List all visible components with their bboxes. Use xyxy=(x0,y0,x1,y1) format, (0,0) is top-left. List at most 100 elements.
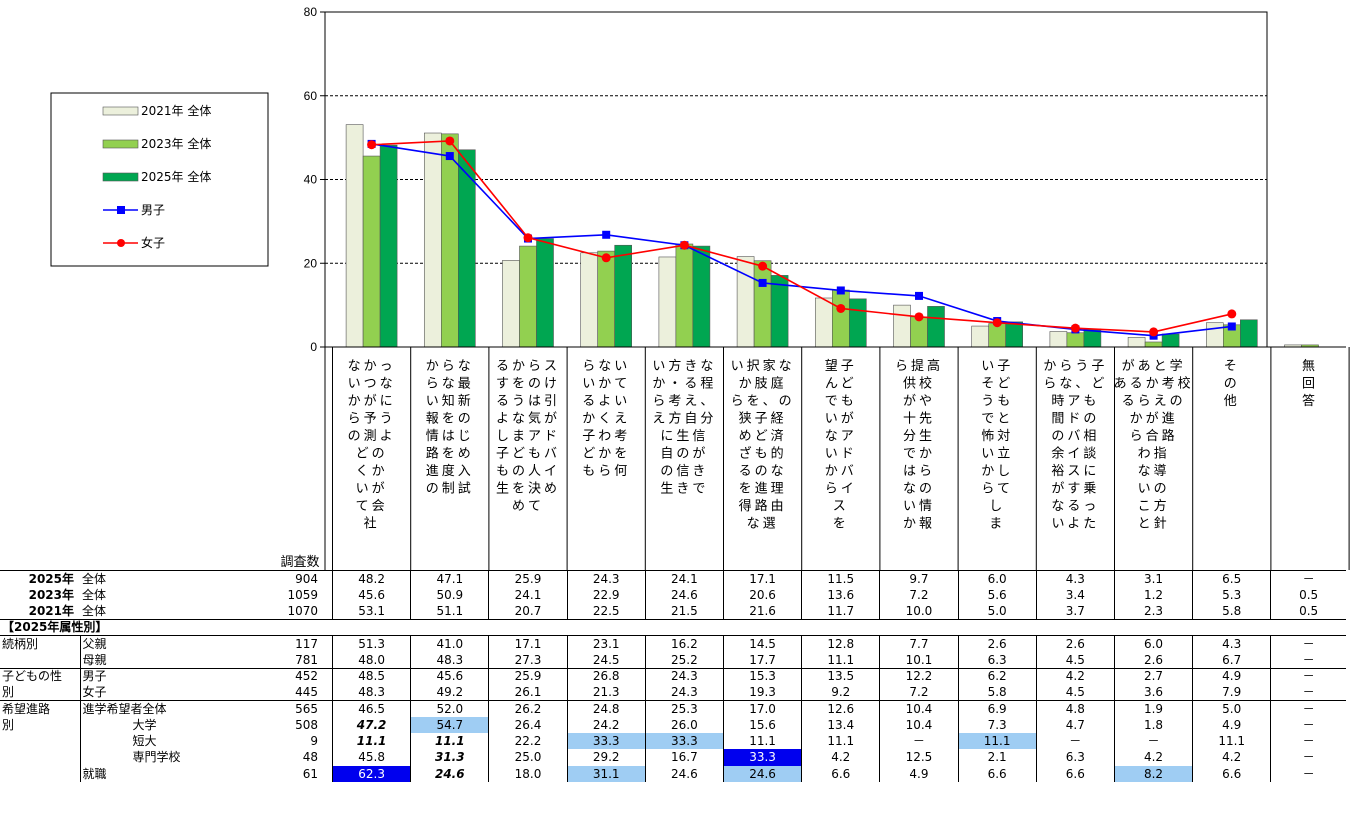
data-table: 2025年 全体 904 48.2 47.1 25.9 24.3 24.1 17.1 11.5 9.… xyxy=(0,569,1346,782)
bar xyxy=(770,275,789,348)
row-group: 全体 xyxy=(82,587,107,602)
row-count: 1059 xyxy=(287,587,319,602)
point-marker xyxy=(445,152,454,161)
row-subgroup: 女子 xyxy=(79,684,276,701)
category-label-line: の制試 xyxy=(426,481,474,497)
table-cell: 11.1 xyxy=(332,733,411,750)
table-cell: 3.7 xyxy=(1035,603,1115,620)
bar xyxy=(848,298,867,348)
series-line xyxy=(371,140,1232,333)
point-marker xyxy=(602,230,611,239)
table-cell: 3.4 xyxy=(1035,586,1115,603)
table-row: 続柄別 父親 117 51.3 41.0 17.1 23.1 16.2 14.5 12.8 7.7 2… xyxy=(0,634,1346,652)
legend-swatch xyxy=(102,172,139,182)
category-label-line: るからス xyxy=(496,359,560,374)
row-group-label: 別 xyxy=(2,717,15,732)
table-cell: 11.1 xyxy=(801,651,880,668)
table-row: 短大 9 11.1 11.1 22.2 33.3 33.3 11.1 11.1 － 11.1 －－ 11… xyxy=(0,733,1346,750)
category-label-line: い情 xyxy=(903,499,935,514)
category-label-line: 回 xyxy=(1302,377,1318,392)
category-label-line: がや xyxy=(903,394,935,409)
table-cell: 4.3 xyxy=(1192,634,1271,652)
table-cell: 24.6 xyxy=(644,765,724,782)
category-label-line: どの xyxy=(356,447,388,462)
table-cell: 31.3 xyxy=(410,749,489,766)
table-cell: 4.5 xyxy=(1035,651,1115,668)
table-cell: 2.1 xyxy=(957,749,1037,766)
table-cell: 26.2 xyxy=(488,699,568,717)
table-cell: 20.6 xyxy=(722,586,802,603)
table-cell: 4.9 xyxy=(879,765,959,782)
category-label-line: い立 xyxy=(981,447,1013,462)
category-label-line: かくえ xyxy=(582,412,630,427)
table-cell: 45.6 xyxy=(332,586,411,603)
category-label-line: るらえの xyxy=(1122,394,1186,409)
category-label-line: 十先 xyxy=(903,412,935,427)
legend-swatch xyxy=(102,139,139,149)
table-cell: 21.6 xyxy=(722,603,802,620)
table-cell: 6.6 xyxy=(801,765,880,782)
table-cell: 48.5 xyxy=(332,667,411,685)
table-row: 2023年 全体 1059 45.6 50.9 24.1 22.9 24.6 20.6 13.6 7… xyxy=(0,586,1346,603)
table-cell: 11.1 xyxy=(1192,733,1271,750)
point-marker xyxy=(914,312,924,322)
table-cell: 16.2 xyxy=(644,634,724,652)
point-marker xyxy=(915,291,923,300)
category-label-line: の信き xyxy=(660,464,708,479)
table-cell: 11.1 xyxy=(722,733,802,750)
table-cell: 51.3 xyxy=(332,634,411,652)
row-subgroup: 就職 xyxy=(79,765,276,782)
category-label-line: 報をの xyxy=(426,412,474,427)
category-label-line: 分生 xyxy=(903,429,935,444)
table-cell: － xyxy=(1270,634,1346,652)
category-label-line: 子どもバ xyxy=(496,447,560,462)
category-label-line: いド xyxy=(825,447,857,462)
category-label-line: でも xyxy=(825,394,857,409)
bar xyxy=(345,124,364,348)
legend-label: 2025年 全体 xyxy=(141,169,211,184)
table-cell: 2.6 xyxy=(1035,634,1115,652)
category-label-line: でと xyxy=(981,412,1013,427)
row-group-label xyxy=(0,733,80,749)
row-subgroup: 大学 xyxy=(79,716,276,733)
bar xyxy=(692,245,711,348)
y-tick-label: 40 xyxy=(304,173,318,187)
category-label-line: を xyxy=(833,517,849,532)
category-label-line: くか xyxy=(356,464,388,479)
category-label-line: あるか考校 xyxy=(1114,376,1194,392)
category-label-line: なるっ xyxy=(1051,499,1099,514)
category-label-line: 自のが xyxy=(660,447,708,462)
legend-marker xyxy=(117,239,125,247)
table-cell: 6.0 xyxy=(1113,634,1193,652)
category-label-line: らを、の xyxy=(731,394,795,409)
table-cell: 3.1 xyxy=(1113,569,1193,587)
category-label-line: 時アも xyxy=(1051,394,1099,409)
legend-swatch xyxy=(102,106,139,116)
category-label-line: な導 xyxy=(1138,464,1170,479)
category-label-line: かがに xyxy=(348,394,396,409)
category-label-line: かし xyxy=(981,464,1013,479)
row-count: 61 xyxy=(302,766,319,781)
bar xyxy=(597,250,616,348)
table-cell: 29.2 xyxy=(566,749,646,766)
row-group: 全体 xyxy=(82,603,107,618)
table-cell: 5.8 xyxy=(1192,603,1271,620)
table-cell: － xyxy=(879,733,959,750)
table-cell: 5.6 xyxy=(957,586,1037,603)
row-group-label: 続柄別 xyxy=(0,634,80,652)
table-cell: 7.7 xyxy=(879,634,959,652)
category-label-line: い知新 xyxy=(426,393,474,409)
category-label-line: らイ xyxy=(825,482,857,497)
bar xyxy=(927,306,945,348)
table-row: 子どもの性 男子 452 48.5 45.6 25.9 26.8 24.3 15.3 13.5 12… xyxy=(0,667,1346,685)
table-cell: 26.4 xyxy=(488,716,568,733)
table-cell: 48.3 xyxy=(410,651,489,668)
table-cell: 17.0 xyxy=(722,699,802,717)
bar xyxy=(1127,337,1146,348)
y-tick-label: 20 xyxy=(304,256,318,270)
table-cell: 10.0 xyxy=(879,603,959,620)
bar xyxy=(502,260,520,348)
table-row: 別 大学 508 47.2 54.7 26.4 24.2 26.0 15.6 13.4 10.4 7.… xyxy=(0,716,1346,733)
table-cell: 45.8 xyxy=(332,749,411,766)
table-cell: 9.2 xyxy=(801,684,880,701)
